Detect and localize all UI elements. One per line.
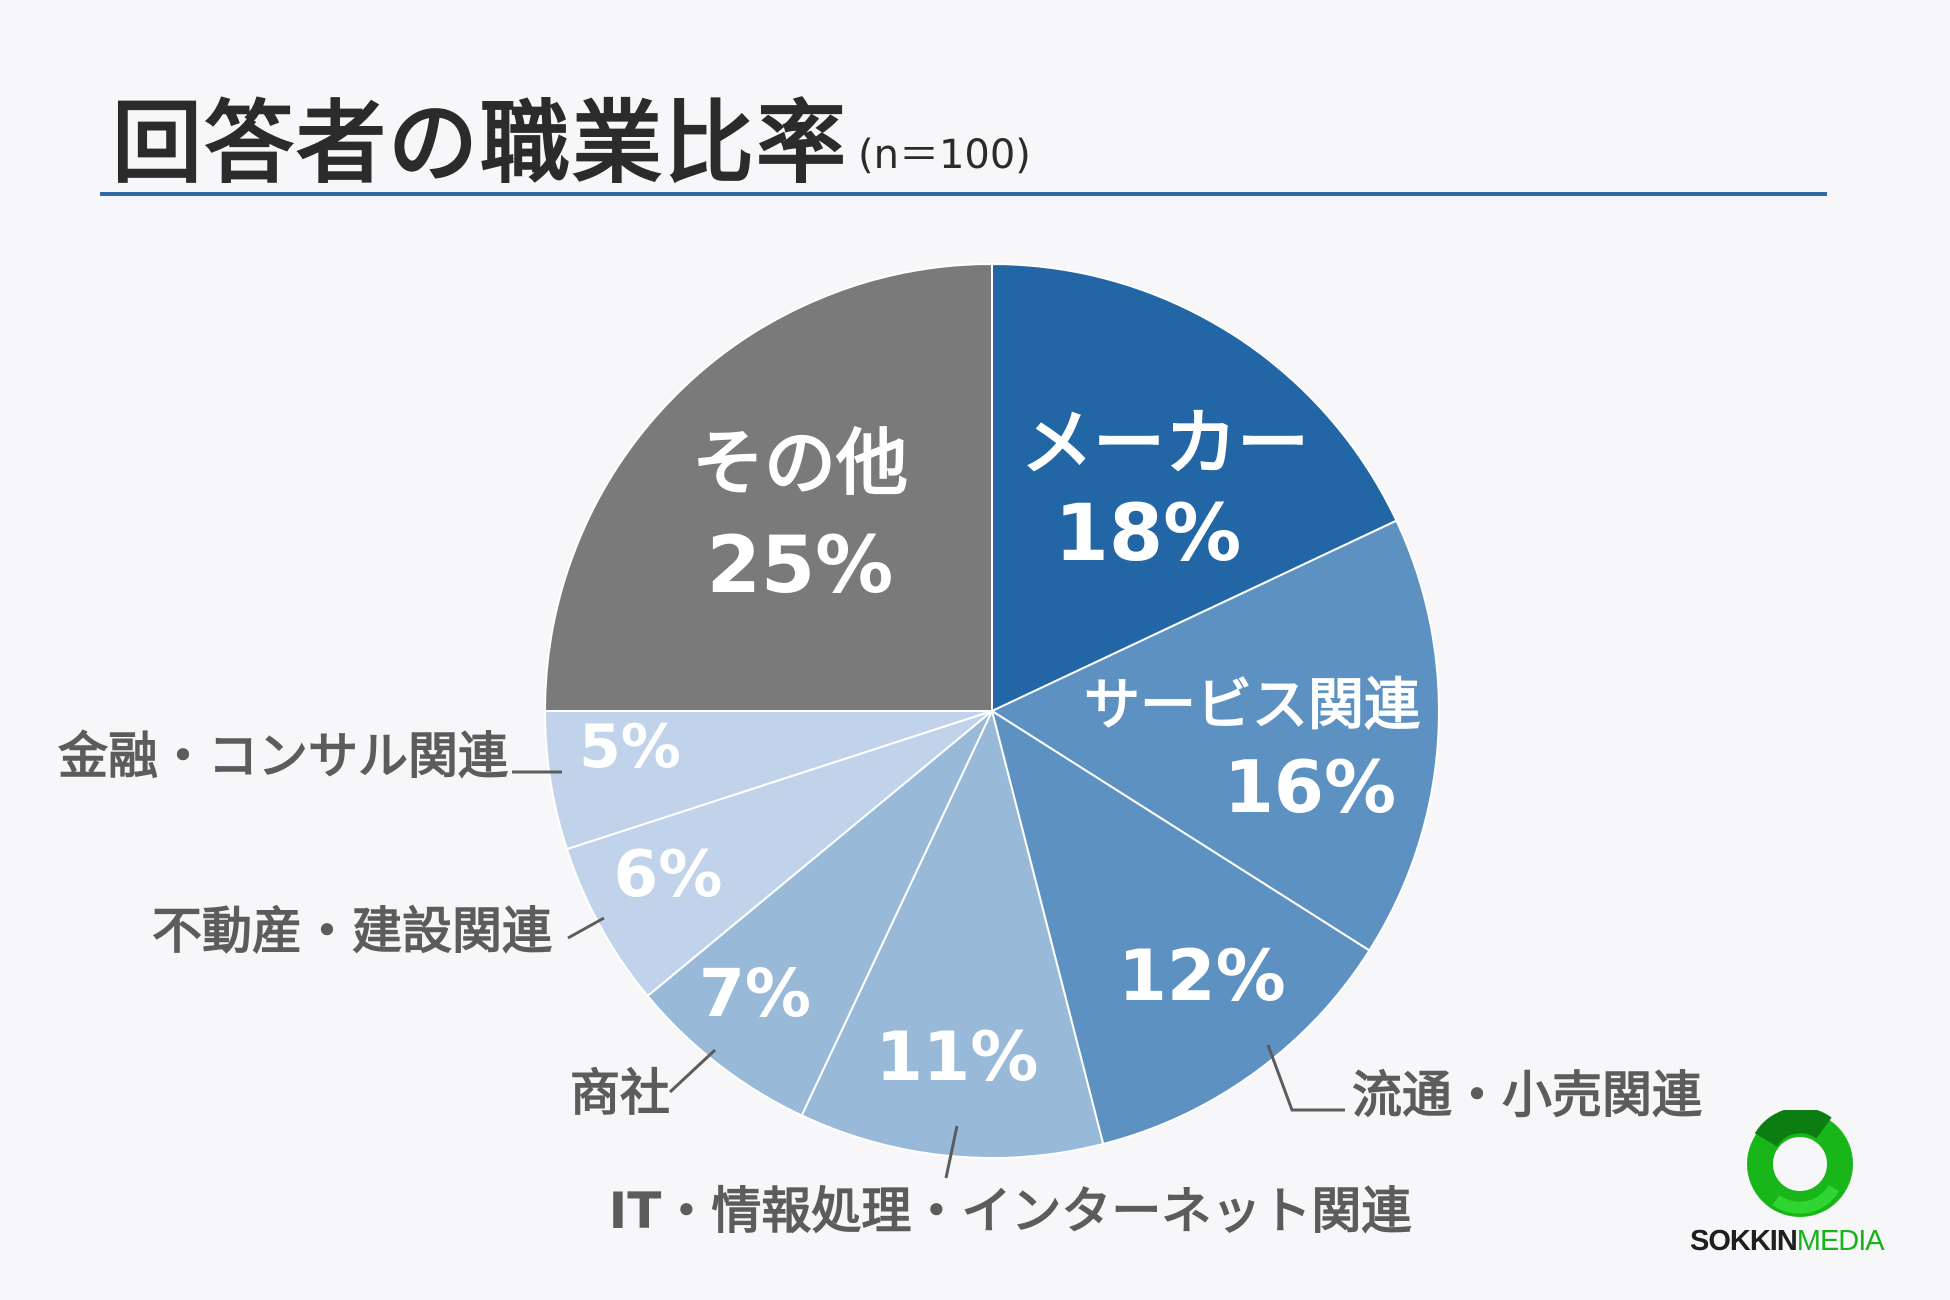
slice-4-leader-line: [944, 1125, 959, 1179]
slice-3-category-label: 流通・小売関連: [1352, 1066, 1703, 1124]
slice-3-wedge: [991, 710, 1371, 1145]
slice-5-percent-label: 7%: [699, 955, 811, 1032]
slice-5-category-label: 商社: [570, 1064, 670, 1122]
slice-2-percent-label: 16%: [1224, 745, 1396, 829]
pie-slices: [544, 263, 1440, 1159]
slice-8-category-label: その他: [692, 421, 908, 505]
slice-7-category-label: 金融・コンサル関連: [58, 727, 509, 785]
logo-wordmark: SOKKINMEDIA: [1690, 1225, 1885, 1258]
logo-ring-icon: [1747, 1110, 1853, 1217]
slice-4-category-label: IT・情報処理・インターネット関連: [609, 1182, 1413, 1240]
slice-6-category-label: 不動産・建設関連: [152, 902, 553, 960]
sample-size-note: (n＝100): [858, 132, 1031, 178]
logo-word-media: MEDIA: [1796, 1225, 1885, 1257]
slice-6-percent-label: 6%: [614, 838, 723, 912]
slice-4-percent-label: 11%: [876, 1018, 1039, 1097]
slice-1-wedge: [991, 263, 1398, 712]
slice-7-percent-label: 5%: [579, 712, 681, 782]
slice-3-percent-label: 12%: [1118, 935, 1286, 1017]
slice-5-wedge: [646, 710, 993, 1117]
slice-6-leader-line: [567, 916, 605, 940]
slice-1-percent-label: 18%: [1055, 489, 1242, 579]
sokkin-media-logo: SOKKINMEDIA: [1690, 1110, 1910, 1260]
slice-1-category-label: メーカー: [1021, 401, 1309, 485]
logo-word-sokkin: SOKKIN: [1690, 1225, 1798, 1257]
title-divider: [100, 192, 1827, 196]
slice-5-leader-line: [668, 1048, 717, 1094]
page-title: 回答者の職業比率: [112, 91, 848, 196]
slice-6-wedge: [565, 710, 993, 997]
slice-2-wedge: [991, 519, 1440, 952]
slice-8-wedge: [544, 263, 993, 712]
slice-3-leader-line: [1266, 1044, 1345, 1112]
slice-2-category-label: サービス関連: [1084, 673, 1421, 738]
slice-8-percent-label: 25%: [707, 521, 894, 611]
